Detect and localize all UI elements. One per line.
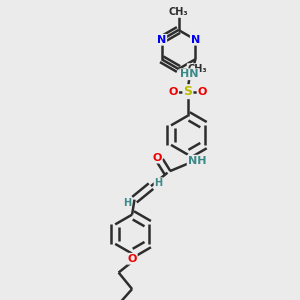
Text: H: H <box>123 198 131 208</box>
Text: CH₃: CH₃ <box>188 64 207 74</box>
Text: N: N <box>157 35 166 45</box>
Text: O: O <box>169 87 178 97</box>
Text: NH: NH <box>188 156 206 166</box>
Text: O: O <box>128 254 137 264</box>
Text: O: O <box>152 153 162 163</box>
Text: S: S <box>183 85 192 98</box>
Text: O: O <box>198 87 207 97</box>
Text: H: H <box>154 178 163 188</box>
Text: CH₃: CH₃ <box>169 7 188 17</box>
Text: HN: HN <box>180 69 199 79</box>
Text: N: N <box>191 35 200 45</box>
